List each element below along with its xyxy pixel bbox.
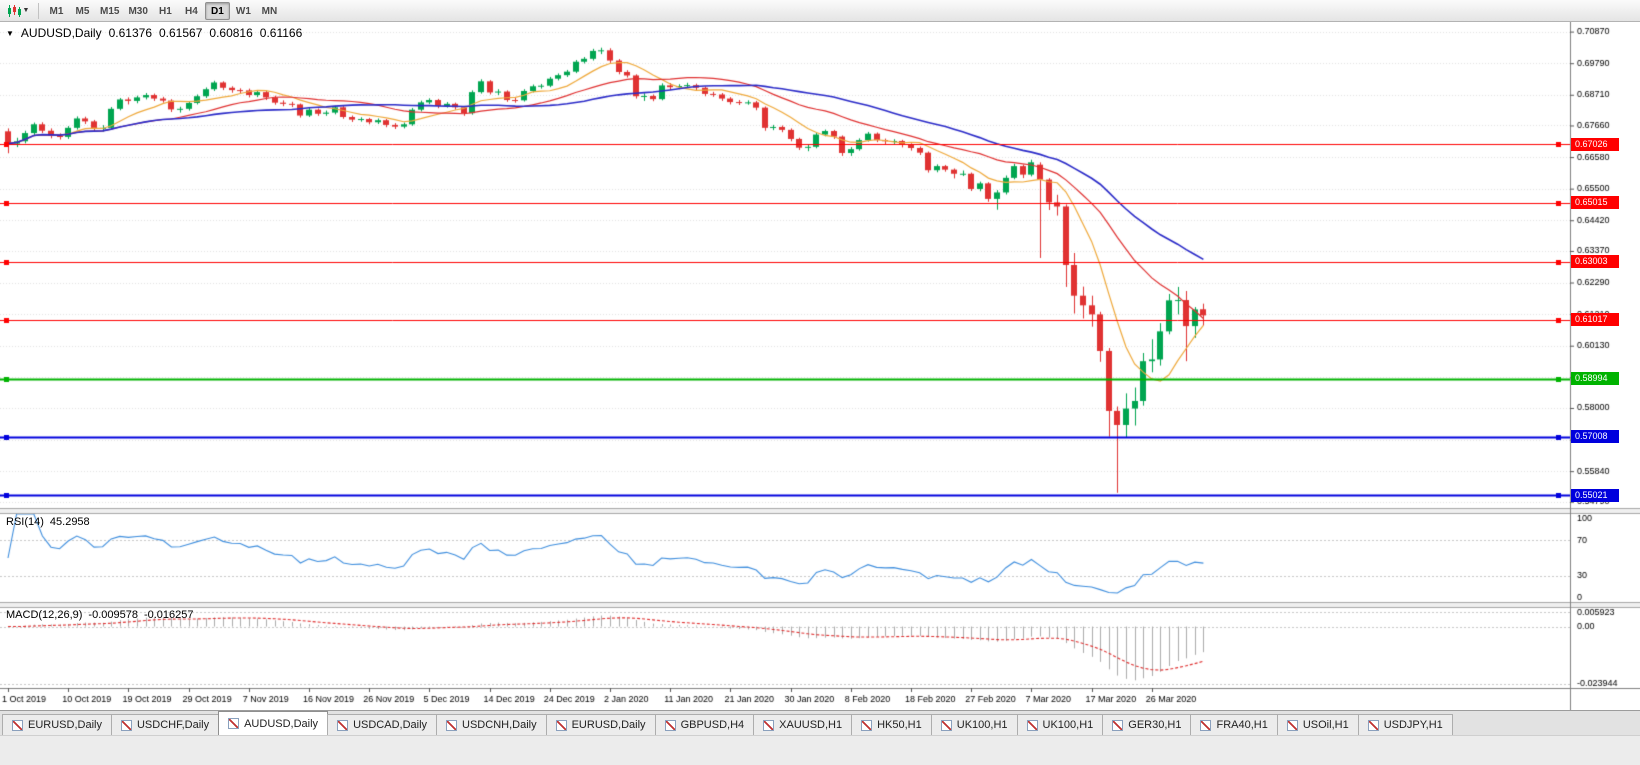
tab-usoil-h1[interactable]: USOil,H1 <box>1276 714 1359 735</box>
tab-usdchf-daily[interactable]: USDCHF,Daily <box>110 714 220 735</box>
chart-type-dropdown-button[interactable]: ▼ <box>3 2 33 20</box>
tab-eurusd-daily[interactable]: EURUSD,Daily <box>2 714 112 735</box>
top-toolbar: ▼ M1 M5 M15 M30 H1 H4 D1 W1 MN <box>0 0 1640 22</box>
tab-hk50-h1[interactable]: HK50,H1 <box>851 714 932 735</box>
chart-tab-icon <box>337 719 349 731</box>
tab-uk100-h1-2[interactable]: UK100,H1 <box>1016 714 1104 735</box>
timeframe-button-mn[interactable]: MN <box>261 5 278 17</box>
price-chart-canvas[interactable] <box>0 22 1640 710</box>
chart-dropdown-icon[interactable]: ▼ <box>6 28 14 38</box>
timeframe-button-d1[interactable]: D1 <box>204 1 230 20</box>
chart-tab-bar: EURUSD,Daily USDCHF,Daily AUDUSD,Daily U… <box>0 710 1640 735</box>
tab-uk100-h1[interactable]: UK100,H1 <box>930 714 1018 735</box>
price-level-label: 0.65015 <box>1571 196 1619 210</box>
timeframe-button-m1[interactable]: M1 <box>49 5 64 17</box>
chart-tab-icon <box>555 719 567 731</box>
chart-tab-icon <box>664 719 676 731</box>
price-level-label: 0.63003 <box>1571 255 1619 269</box>
tab-usdjpy-h1[interactable]: USDJPY,H1 <box>1357 714 1453 735</box>
chart-tab-icon <box>12 719 23 731</box>
chart-tab-icon <box>1367 719 1379 731</box>
timeframe-button-h1[interactable]: H1 <box>159 5 172 17</box>
chart-tab-icon <box>1286 719 1298 731</box>
tab-ger30-h1[interactable]: GER30,H1 <box>1102 714 1192 735</box>
chart-tab-icon <box>940 719 952 731</box>
timeframe-button-m15[interactable]: M15 <box>100 5 120 17</box>
chart-tab-icon <box>1200 719 1212 731</box>
chart-window: ▼ AUDUSD,Daily 0.61376 0.61567 0.60816 0… <box>0 22 1640 710</box>
chevron-down-icon: ▼ <box>22 7 30 14</box>
chart-tab-icon <box>120 719 132 731</box>
candlestick-chart-icon <box>7 4 21 17</box>
timeframe-button-h4[interactable]: H4 <box>185 5 198 17</box>
timeframe-button-w1[interactable]: W1 <box>235 5 251 17</box>
price-level-label: 0.58994 <box>1571 372 1619 386</box>
tab-fra40-h1[interactable]: FRA40,H1 <box>1190 714 1278 735</box>
tab-audusd-daily[interactable]: AUDUSD,Daily <box>218 711 329 735</box>
price-level-label: 0.61017 <box>1571 313 1619 327</box>
tab-eurusd-daily-2[interactable]: EURUSD,Daily <box>545 714 656 735</box>
chart-tab-icon <box>763 719 775 731</box>
tab-gbpusd-h4[interactable]: GBPUSD,H4 <box>654 714 755 735</box>
tab-xauusd-h1[interactable]: XAUUSD,H1 <box>753 714 853 735</box>
chart-tab-icon <box>446 719 458 731</box>
status-strip <box>0 735 1640 765</box>
chart-tab-icon <box>1026 719 1038 731</box>
chart-tab-icon <box>861 719 873 731</box>
toolbar-separator <box>38 2 39 19</box>
chart-tab-icon <box>1112 719 1124 731</box>
tab-usdcad-daily[interactable]: USDCAD,Daily <box>327 714 438 735</box>
timeframe-button-m5[interactable]: M5 <box>75 5 90 17</box>
price-level-label: 0.67026 <box>1571 137 1619 151</box>
tab-usdcnh-daily[interactable]: USDCNH,Daily <box>436 714 547 735</box>
price-level-label: 0.57008 <box>1571 430 1619 444</box>
chart-tab-icon <box>228 718 240 729</box>
price-level-label: 0.55021 <box>1571 488 1619 502</box>
timeframe-button-m30[interactable]: M30 <box>128 5 148 17</box>
